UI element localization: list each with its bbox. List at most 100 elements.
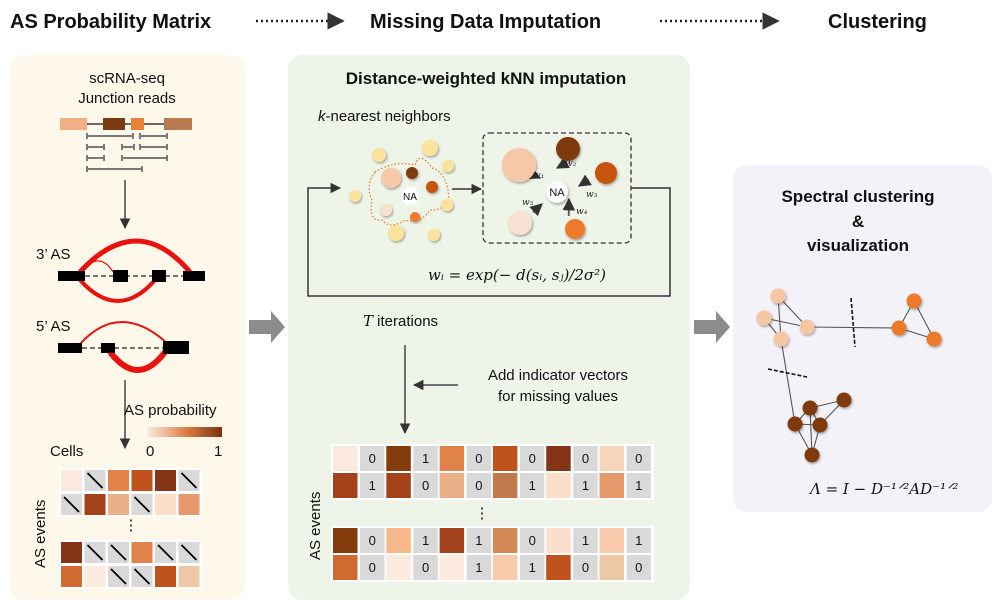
iterations-rest: iterations — [373, 313, 438, 330]
indicator-value: 1 — [422, 451, 429, 466]
as5-label: 5’ AS — [36, 318, 70, 335]
junction-read — [86, 166, 143, 172]
missing-slash-icon — [133, 496, 151, 513]
junction-reads-label: Junction reads — [78, 90, 176, 107]
neighbor-node — [502, 148, 536, 182]
indicator-cell — [626, 446, 651, 471]
indicator-cell — [573, 473, 598, 498]
junction-read — [139, 144, 168, 150]
indicator-cell — [626, 473, 651, 498]
matrix-row-bg — [59, 468, 202, 493]
indicator-cell — [413, 528, 438, 553]
cluster-node — [926, 331, 942, 347]
knn-k: k — [318, 108, 327, 125]
probability-cell — [599, 555, 624, 580]
colorbar-max: 1 — [214, 443, 222, 460]
cell-node — [388, 225, 404, 241]
indicator-cell — [413, 555, 438, 580]
indicator-value: 1 — [422, 533, 429, 548]
junction-read — [86, 133, 134, 139]
cell-node — [410, 212, 420, 222]
indicator-cell — [466, 555, 492, 580]
iterations-label: T iterations — [363, 312, 438, 330]
weight-label: w₅ — [522, 198, 534, 208]
cell-node — [380, 204, 392, 216]
cell-node — [406, 167, 418, 179]
as-probability-matrix — [59, 468, 202, 589]
as3-label: 3’ AS — [36, 246, 70, 263]
indicator-value: 1 — [582, 533, 589, 548]
indicator-cell — [466, 528, 492, 553]
as-events-label-left: AS events — [32, 500, 49, 568]
indicator-value: 0 — [635, 560, 642, 575]
indicator-value: 0 — [475, 478, 482, 493]
cluster-cut-line — [850, 297, 856, 348]
probability-cell — [599, 528, 624, 553]
probability-cell — [386, 473, 411, 498]
junction-read — [121, 155, 168, 161]
cell-node — [442, 160, 454, 172]
cluster-node — [770, 288, 786, 304]
missing-slash-icon — [110, 568, 127, 585]
exon — [60, 118, 87, 130]
indicator-cell — [573, 555, 598, 580]
cell-node — [372, 148, 386, 162]
indicator-value: 1 — [475, 560, 482, 575]
arrow-to-imputation-icon — [249, 311, 285, 343]
as5-splicing-graph — [58, 321, 189, 373]
junction-read — [86, 155, 105, 161]
missing-slash-icon — [110, 544, 127, 561]
probability-cell — [131, 542, 153, 563]
indicator-label-1: Add indicator vectors — [488, 367, 628, 384]
probability-cell — [492, 446, 518, 471]
indicator-value: 0 — [475, 451, 482, 466]
neighborhood-boundary — [368, 157, 450, 226]
cluster-node — [812, 417, 828, 433]
cell-node — [426, 181, 438, 193]
network-edge — [780, 338, 796, 425]
augmented-matrix: 0 1 0 0 0 0 1 0 0 1 1 1 0 1 1 0 1 1 0 0 1 1 0 0 — [331, 444, 654, 582]
indicator-value: 1 — [369, 478, 376, 493]
indicator-cell — [360, 528, 385, 553]
probability-cell — [386, 528, 411, 553]
indicator-label-2: for missing values — [498, 388, 618, 405]
weighted-neighbors: w₁ w₂ w₃ w₄ w₅ NA — [502, 137, 617, 239]
ellipsis-left: ⋮ — [124, 517, 139, 534]
neighbor-node — [508, 211, 532, 235]
ellipsis-middle: ⋮ — [475, 505, 490, 522]
indicator-cell — [519, 555, 545, 580]
probability-cell — [386, 446, 411, 471]
indicator-cell — [626, 555, 651, 580]
missing-slash-icon — [133, 568, 151, 585]
indicator-cell — [519, 528, 545, 553]
laplacian-formula: Λ = I − D⁻¹ᐟ²AD⁻¹ᐟ² — [808, 480, 958, 498]
cell-node — [422, 140, 438, 156]
as-probability-label: AS probability — [124, 402, 217, 419]
gene-model — [60, 118, 192, 130]
missing-slash-icon — [180, 472, 198, 489]
indicator-value: 0 — [582, 451, 589, 466]
network-edge — [809, 407, 813, 456]
probability-cell — [155, 566, 176, 587]
indicator-value: 1 — [582, 478, 589, 493]
indicator-cell — [519, 446, 545, 471]
as3-splicing-graph — [58, 238, 205, 303]
weight-arrow — [577, 174, 592, 187]
knn-neighborhood: NA — [349, 140, 454, 241]
probability-cell — [546, 555, 571, 580]
cell-node — [441, 199, 453, 211]
knn-label: k-nearest neighbors — [318, 108, 451, 125]
exon — [103, 118, 125, 130]
probability-cell — [108, 494, 129, 515]
missing-slash-icon — [157, 544, 174, 561]
probability-cell — [61, 542, 82, 563]
clustering-title-3: visualization — [807, 236, 909, 255]
cluster-node — [804, 447, 820, 463]
exon — [164, 118, 192, 130]
probability-cell — [333, 555, 358, 580]
indicator-cell — [413, 446, 438, 471]
probability-cell — [439, 555, 465, 580]
iterations-T: T — [363, 312, 374, 330]
indicator-cell — [466, 446, 492, 471]
